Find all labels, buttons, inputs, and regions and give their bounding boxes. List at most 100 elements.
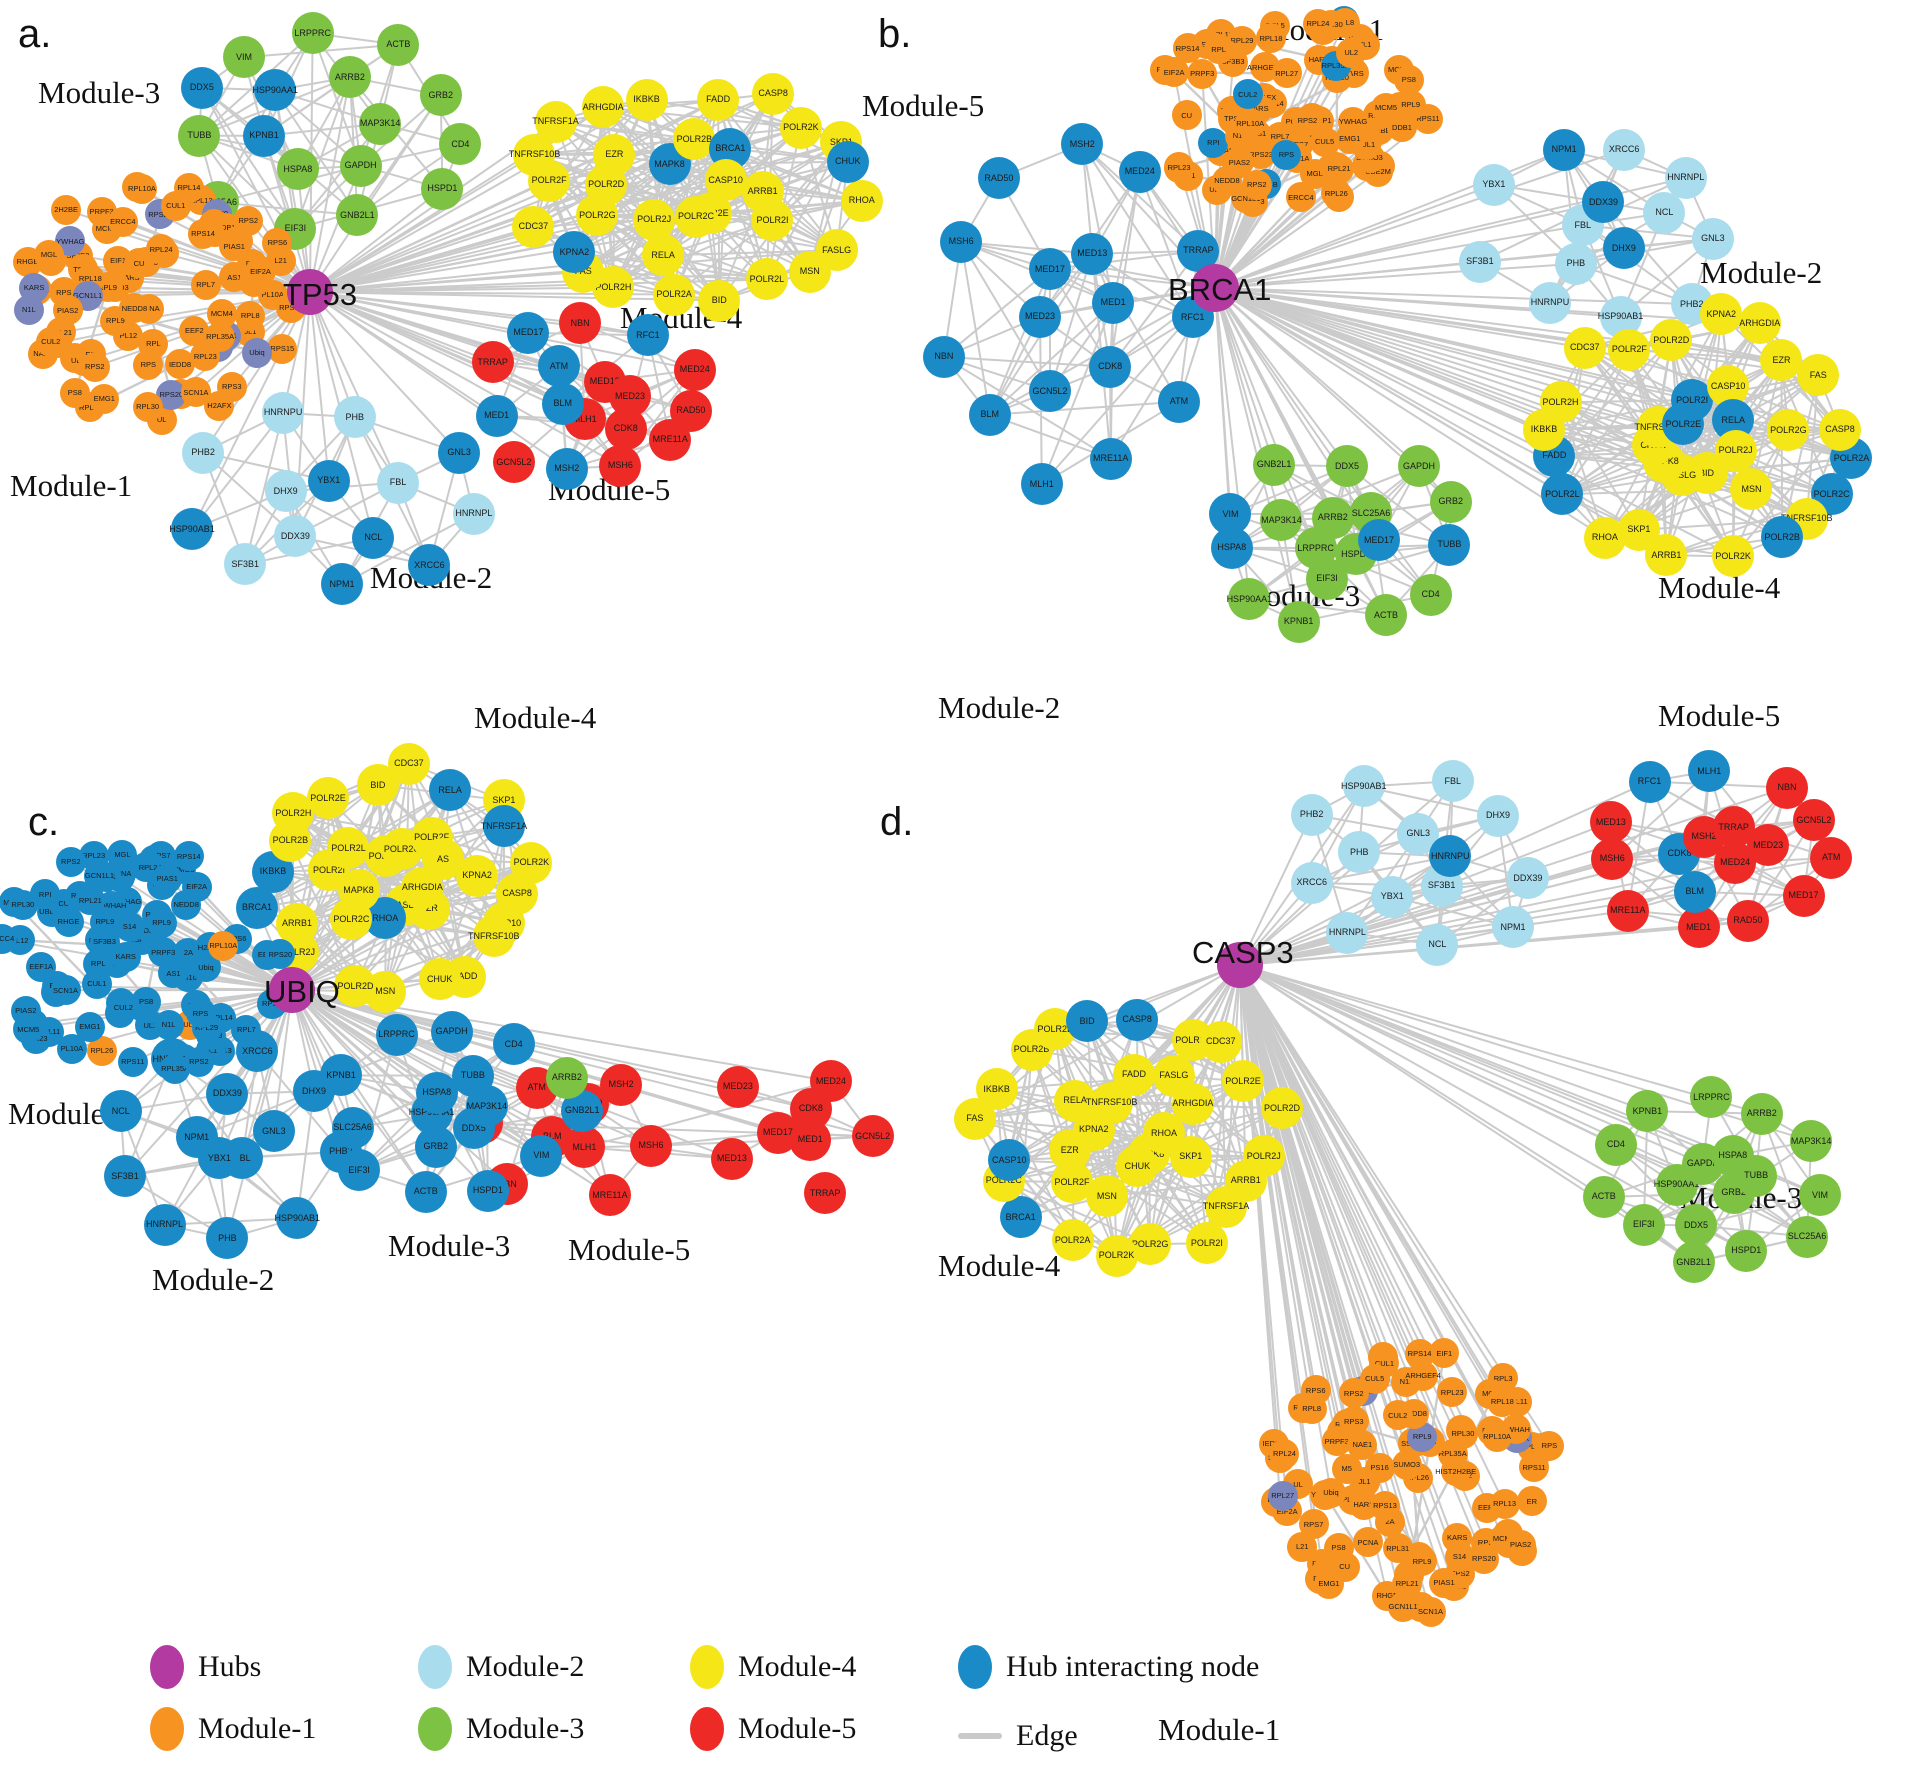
panel-a-module-1-node-67[interactable]: CUL1 (160, 190, 191, 221)
panel-b-module-2-node-ybx1[interactable]: YBX1 (1472, 163, 1515, 206)
panel-d-module-4-node-polr2e[interactable]: POLR2E (1222, 1060, 1265, 1103)
panel-d-module-1-node-73[interactable]: EMG1 (1313, 1569, 1344, 1600)
panel-c-module-1-node-75[interactable]: RPS14 (173, 841, 204, 872)
panel-a-module-3-node-hsp90aa1[interactable]: HSP90AA1 (252, 69, 298, 112)
panel-b-module-4-node-kpna2[interactable]: KPNA2 (1700, 293, 1743, 336)
panel-b-module-4-node-msn[interactable]: MSN (1730, 468, 1773, 511)
panel-a-module-4-node-tnfrsf1a[interactable]: TNFRSF1A (532, 100, 579, 143)
panel-c-module-5b-node-trrap[interactable]: TRRAP (804, 1172, 847, 1215)
panel-c-module-4-node-chuk[interactable]: CHUK (418, 958, 461, 1001)
panel-c-module-3-node-vim[interactable]: VIM (520, 1134, 563, 1177)
panel-a-module-1-node-8[interactable]: 2H2BE (51, 194, 82, 225)
panel-d-module-4-node-chuk[interactable]: CHUK (1116, 1145, 1159, 1188)
panel-a-module-4-node-bid[interactable]: BID (698, 279, 741, 322)
panel-b-module-2-node-dhx9[interactable]: DHX9 (1602, 227, 1645, 270)
panel-d-module-1-node-25[interactable]: ER (1516, 1486, 1547, 1517)
panel-b-module-2-node-phb[interactable]: PHB (1554, 242, 1597, 285)
panel-b-module-3-node-tubb[interactable]: TUBB (1428, 523, 1471, 566)
panel-d-module-1-node-90[interactable]: RPS20 (1468, 1544, 1499, 1575)
panel-b-module-2-node-ddx39[interactable]: DDX39 (1582, 181, 1625, 224)
panel-c-module-1-node-50[interactable]: RPS2 (183, 1046, 214, 1077)
panel-a-module-1-node-60[interactable]: RPL7 (190, 269, 221, 300)
panel-b-module-4-node-ezr[interactable]: EZR (1760, 339, 1803, 382)
panel-d-module-1-node-82[interactable]: RPL10A (1482, 1421, 1513, 1452)
panel-a-module-1-node-79[interactable]: PIAS2 (52, 295, 83, 326)
panel-b-module-5-node-rad50[interactable]: RAD50 (977, 157, 1020, 200)
panel-d-module-3-node-slc25a6[interactable]: SLC25A6 (1785, 1215, 1828, 1258)
panel-c-module-1-node-84[interactable]: EIF2A (181, 872, 212, 903)
panel-a-module-4-node-rela[interactable]: RELA (642, 234, 685, 277)
panel-d-module-4-node-rela[interactable]: RELA (1054, 1079, 1097, 1122)
panel-a-module-1-node-85[interactable]: CUL2 (35, 327, 66, 358)
panel-c-module-1-node-73[interactable]: EMG1 (74, 1011, 105, 1042)
panel-d-module-5-node-med13[interactable]: MED13 (1589, 801, 1632, 844)
panel-c-module-4-node-polr2k[interactable]: POLR2K (510, 841, 553, 884)
panel-a-module-2-node-phb2[interactable]: PHB2 (182, 431, 225, 474)
panel-b-module-3-node-gapdh[interactable]: GAPDH (1397, 445, 1440, 488)
panel-c-module-4-node-tnfrsf1a[interactable]: TNFRSF1A (481, 805, 527, 848)
panel-a-module-2-node-hnrnpl[interactable]: HNRNPL (452, 492, 495, 535)
panel-d-module-1-node-33[interactable]: RPL23 (1437, 1377, 1468, 1408)
panel-a-module-2-node-ybx1[interactable]: YBX1 (307, 459, 350, 502)
panel-a-module-1-node-81[interactable]: KARS (19, 272, 50, 303)
panel-a-module-4-node-polr2k[interactable]: POLR2K (779, 106, 822, 149)
panel-b-module-4-node-polr2d[interactable]: POLR2D (1650, 319, 1693, 362)
panel-b-module-1-node-59[interactable]: RPL (1203, 34, 1234, 65)
panel-b-module-1-node-68[interactable]: RPS (1271, 139, 1302, 170)
panel-a-module-4-node-fadd[interactable]: FADD (697, 78, 740, 121)
panel-d-module-3-node-gnb2l1[interactable]: GNB2L1 (1672, 1241, 1715, 1284)
panel-d-module-4-node-ikbkb[interactable]: IKBKB (975, 1068, 1018, 1111)
panel-a-module-1-node-17[interactable]: RPS15 (267, 334, 298, 365)
panel-d-module-1-node-38[interactable]: RPS7 (1298, 1509, 1329, 1540)
panel-b-module-3-node-cd4[interactable]: CD4 (1409, 573, 1452, 616)
panel-b-module-3-node-arrb2[interactable]: ARRB2 (1311, 496, 1354, 539)
panel-b-module-5-node-blm[interactable]: BLM (968, 393, 1011, 436)
panel-d-module-3-node-arrb2[interactable]: ARRB2 (1740, 1092, 1783, 1135)
panel-b-module-3-node-actb[interactable]: ACTB (1365, 594, 1408, 637)
panel-d-module-3-node-cd4[interactable]: CD4 (1594, 1123, 1637, 1166)
panel-c-module-4-node-cdc37[interactable]: CDC37 (387, 742, 430, 785)
panel-b-module-5-node-cdk8[interactable]: CDK8 (1089, 345, 1132, 388)
panel-c-module-1-node-82[interactable]: RPL10A (208, 931, 239, 962)
panel-d-module-4-node-polr2a[interactable]: POLR2A (1051, 1219, 1094, 1262)
panel-a-module-3-node-hspd1[interactable]: HSPD1 (421, 167, 464, 210)
panel-a-module-5-node-trrap[interactable]: TRRAP (471, 341, 514, 384)
panel-b-module-2-node-hnrnpu[interactable]: HNRNPU (1528, 281, 1571, 324)
panel-b-module-1-node-40[interactable]: PRPF3 (1187, 59, 1218, 90)
panel-b-module-2-node-gnl3[interactable]: GNL3 (1691, 217, 1734, 260)
panel-a-module-1-node-80[interactable]: ERCC4 (107, 206, 138, 237)
panel-b-module-1-node-83[interactable]: NEDD8 (1211, 166, 1242, 197)
panel-b-module-4-node-arhgdia[interactable]: ARHGDIA (1738, 302, 1781, 345)
panel-a-module-5-node-msh2[interactable]: MSH2 (545, 447, 588, 490)
panel-a-module-5-node-nbn[interactable]: NBN (559, 302, 602, 345)
panel-d-module-1-node-72[interactable]: GCN1L1 (1388, 1591, 1419, 1622)
panel-a-module-4-node-ikbkb[interactable]: IKBKB (625, 78, 668, 121)
panel-b-module-5-node-mre11a[interactable]: MRE11A (1089, 437, 1132, 480)
panel-c-module-5a-node-mre11a[interactable]: MRE11A (588, 1174, 631, 1217)
panel-a-module-4-node-polr2l[interactable]: POLR2L (745, 258, 788, 301)
panel-a-module-4-node-ezr[interactable]: EZR (593, 133, 636, 176)
panel-a-module-2-node-hnrnpu[interactable]: HNRNPU (262, 391, 305, 434)
panel-a-module-4-node-chuk[interactable]: CHUK (826, 140, 869, 183)
panel-a-module-3-node-arrb2[interactable]: ARRB2 (328, 56, 371, 99)
panel-b-module-4-node-rhoa[interactable]: RHOA (1583, 516, 1626, 559)
panel-a-module-1-node-59[interactable]: RPL (138, 328, 169, 359)
panel-a-module-1-node-73[interactable]: EMG1 (89, 384, 120, 415)
panel-d-module-1-node-71[interactable]: RPL24 (1269, 1438, 1300, 1469)
panel-d-module-2-node-npm1[interactable]: NPM1 (1492, 906, 1535, 949)
panel-d-module-5-node-atm[interactable]: ATM (1810, 836, 1853, 879)
panel-a-module-1-node-82[interactable]: RPL10A (126, 173, 157, 204)
panel-c-module-3-node-hspd1[interactable]: HSPD1 (466, 1169, 509, 1212)
panel-b-module-5-node-med24[interactable]: MED24 (1118, 150, 1161, 193)
panel-d-module-5-node-rad50[interactable]: RAD50 (1726, 899, 1769, 942)
panel-a-module-2-node-sf3b1[interactable]: SF3B1 (224, 543, 267, 586)
panel-a-module-3-node-ddx5[interactable]: DDX5 (180, 66, 223, 109)
panel-c-module-4-node-polr2l[interactable]: POLR2L (327, 827, 370, 870)
panel-c-module-1-node-85[interactable]: CUL2 (108, 992, 139, 1023)
panel-b-module-4-node-polr2j[interactable]: POLR2J (1714, 429, 1757, 472)
panel-b-module-3-node-gnb2l1[interactable]: GNB2L1 (1253, 443, 1296, 486)
panel-d-module-4-node-fadd[interactable]: FADD (1113, 1053, 1156, 1096)
panel-d-module-3-node-actb[interactable]: ACTB (1582, 1175, 1625, 1218)
panel-c-module-4-node-arhgdia[interactable]: ARHGDIA (401, 866, 444, 909)
panel-d-module-2-node-hnrnpu[interactable]: HNRNPU (1429, 835, 1472, 878)
